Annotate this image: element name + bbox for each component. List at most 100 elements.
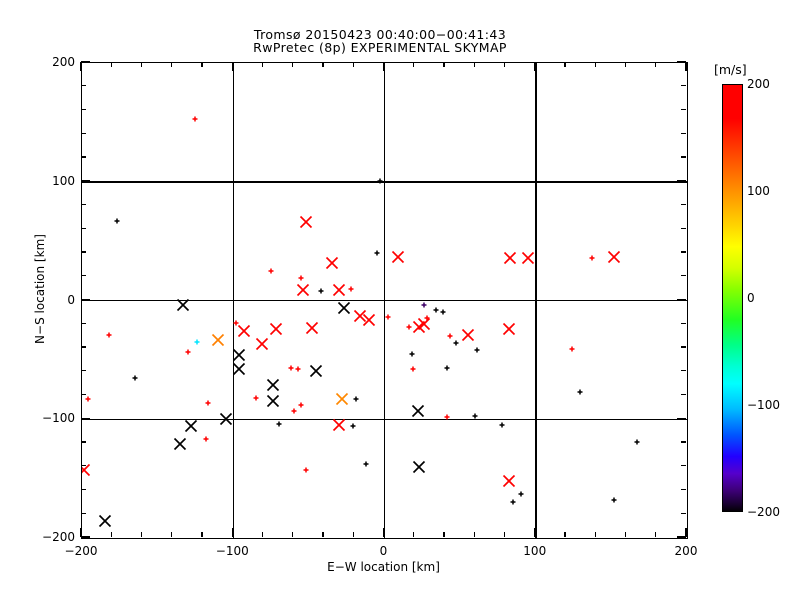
data-point-x-marker: [233, 349, 246, 362]
data-point-x-marker: [461, 328, 474, 342]
x-axis-tick: [382, 528, 385, 537]
x-axis-tick: [534, 528, 536, 537]
data-point-plus-marker: [433, 307, 439, 313]
data-point-x-marker: [333, 283, 346, 296]
data-point-plus-marker: [440, 309, 446, 315]
data-point-x-marker: [305, 321, 318, 334]
x-axis-tick: [201, 532, 203, 537]
y-axis-tick: [677, 298, 686, 301]
data-point-x-marker: [269, 322, 282, 336]
data-point-plus-marker: [205, 400, 211, 406]
y-axis-tick: [81, 417, 90, 419]
x-axis-tick: [292, 62, 294, 67]
x-axis-tick: [382, 62, 385, 71]
y-axis-tick: [81, 441, 86, 443]
data-point-plus-marker: [634, 439, 640, 445]
x-axis-tick: [413, 532, 415, 537]
data-point-x-marker: [174, 438, 187, 451]
y-axis-tick: [681, 512, 686, 514]
x-axis-tick: [503, 532, 506, 537]
data-point-x-marker: [503, 251, 517, 264]
data-point-plus-marker: [453, 340, 459, 346]
colorbar-border: [722, 84, 743, 512]
y-axis-tick: [81, 203, 86, 206]
x-axis-tick: [473, 532, 475, 537]
x-axis-tick: [503, 62, 506, 67]
y-axis-tick: [681, 251, 686, 253]
y-axis-tick: [81, 322, 86, 324]
data-point-plus-marker: [499, 422, 505, 428]
data-point-x-marker: [417, 318, 430, 331]
y-axis-tick-label: −200: [42, 530, 75, 544]
data-point-plus-marker: [203, 436, 209, 442]
y-axis-tick-label: −100: [42, 411, 75, 426]
x-axis-tick: [171, 532, 173, 537]
data-point-plus-marker: [114, 218, 120, 224]
colorbar-tick-label: −100: [747, 398, 780, 412]
data-point-x-marker: [299, 216, 312, 229]
data-point-plus-marker: [192, 116, 198, 122]
x-axis-tick: [594, 62, 596, 67]
data-point-x-marker: [255, 338, 269, 351]
y-axis-tick: [681, 322, 686, 324]
data-point-plus-marker: [185, 349, 191, 355]
y-axis-label: N−S location [km]: [33, 234, 47, 344]
data-point-x-marker: [336, 392, 349, 406]
data-point-plus-marker: [348, 286, 354, 292]
data-point-plus-marker: [268, 268, 274, 274]
y-axis-tick: [81, 536, 90, 538]
data-point-plus-marker: [288, 365, 294, 371]
x-axis-tick: [624, 62, 627, 67]
data-point-x-marker: [212, 333, 225, 346]
data-point-x-marker: [310, 364, 323, 377]
y-axis-tick: [677, 61, 686, 63]
x-axis-tick: [80, 528, 82, 537]
data-point-x-marker: [502, 474, 515, 488]
y-axis-tick: [681, 132, 686, 134]
data-point-x-marker: [411, 404, 424, 418]
data-point-plus-marker: [409, 351, 415, 357]
colorbar-tick-label: 0: [747, 291, 755, 305]
gridline-vertical: [383, 63, 386, 538]
x-axis-tick: [322, 532, 324, 537]
x-axis-tick-label: 0: [379, 544, 388, 558]
y-axis-tick: [681, 370, 686, 372]
data-point-plus-marker: [424, 315, 430, 321]
x-axis-tick: [110, 62, 112, 67]
data-point-x-marker: [522, 251, 535, 264]
y-axis-tick: [681, 441, 686, 443]
y-axis-tick: [81, 156, 86, 158]
data-point-plus-marker: [510, 499, 516, 505]
x-axis-tick: [352, 62, 354, 67]
data-point-x-marker: [266, 395, 279, 408]
y-axis-tick: [81, 488, 86, 491]
y-axis-tick: [81, 465, 86, 467]
x-axis-tick: [413, 62, 415, 67]
y-axis-tick: [681, 465, 686, 467]
y-axis-tick: [677, 417, 686, 419]
y-axis-tick: [681, 346, 686, 348]
y-axis-tick: [677, 180, 686, 182]
colorbar-gradient: [722, 84, 743, 512]
data-point-x-marker: [502, 322, 515, 336]
y-axis-tick: [81, 251, 86, 253]
data-point-x-marker: [354, 309, 367, 323]
x-axis-tick: [140, 62, 143, 67]
gridline-vertical: [535, 63, 537, 538]
x-axis-tick: [352, 532, 354, 537]
x-axis-tick: [443, 62, 445, 67]
data-point-plus-marker: [363, 461, 369, 467]
y-axis-tick: [681, 488, 686, 491]
x-axis-tick: [443, 532, 445, 537]
colorbar-tick-label: 200: [747, 77, 770, 91]
data-point-plus-marker: [291, 408, 297, 414]
y-axis-tick: [81, 275, 86, 277]
data-point-plus-marker: [194, 339, 200, 345]
x-axis-tick-label: 200: [674, 544, 698, 558]
x-axis-tick: [534, 62, 536, 71]
data-point-plus-marker: [611, 497, 617, 503]
data-point-x-marker: [237, 325, 250, 338]
data-point-plus-marker: [406, 324, 412, 330]
x-axis-tick: [564, 532, 566, 537]
y-axis-tick-label: 0: [67, 292, 75, 307]
